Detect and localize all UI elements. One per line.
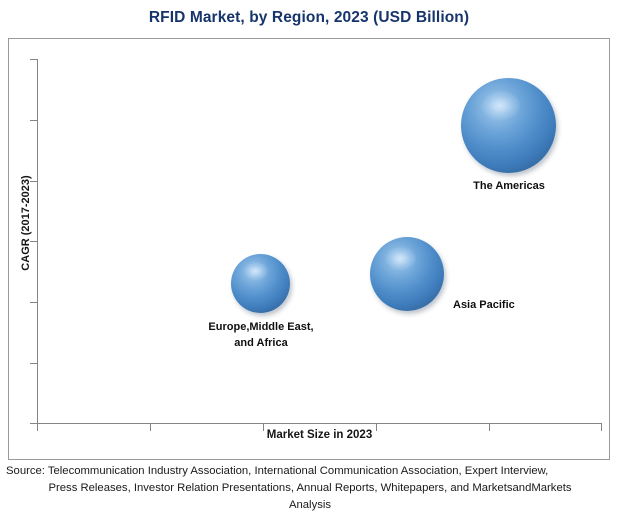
bubble-asia-pacific[interactable] [370,237,444,311]
bubble-the-americas[interactable] [461,78,556,173]
x-axis-tick [489,424,490,431]
bubble-label-line-1: Europe,Middle East, [208,321,314,333]
source-note-line-2: Press Releases, Investor Relation Presen… [48,482,572,494]
x-axis-tick [150,424,151,431]
source-note-line-1: Source: Telecommunication Industry Assoc… [6,465,549,477]
bubble-label-europe-middle-east-africa: Europe,Middle East, and Africa [186,319,336,351]
y-axis-line [37,59,38,424]
y-axis-tick [30,120,37,121]
y-axis-tick [30,423,37,424]
bubble-europe-middle-east-africa[interactable] [231,254,290,313]
x-axis-tick [376,424,377,431]
source-note-line-3: Analysis [288,499,332,511]
source-note: Source: Telecommunication Industry Assoc… [4,463,616,514]
y-axis-tick [30,181,37,182]
x-axis-tick [601,424,602,431]
chart-plot-area: CAGR (2017-2023) Market Size in 2023 The… [8,38,610,460]
y-axis-tick [30,241,37,242]
x-axis-tick [37,424,38,431]
y-axis-tick [30,302,37,303]
chart-title: RFID Market, by Region, 2023 (USD Billio… [148,9,470,26]
y-axis-tick [30,363,37,364]
x-axis-tick [263,424,264,431]
x-axis-title: Market Size in 2023 [266,429,373,441]
bubble-label-the-americas: The Americas [473,180,545,192]
bubble-label-asia-pacific: Asia Pacific [453,299,515,311]
bubble-label-line-2: and Africa [234,337,288,349]
y-axis-title: CAGR (2017-2023) [20,175,32,271]
x-axis-line [37,423,602,424]
y-axis-tick [30,59,37,60]
